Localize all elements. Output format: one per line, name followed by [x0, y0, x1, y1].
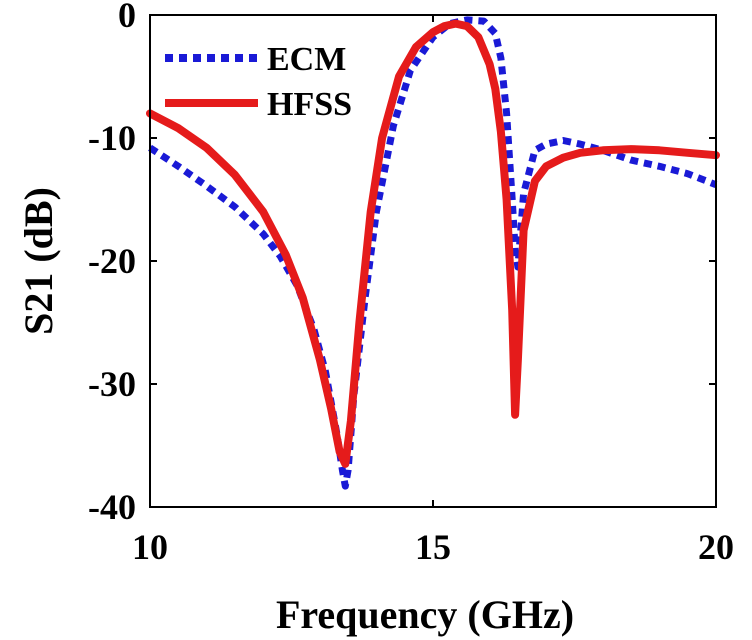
legend: ECM HFSS	[165, 41, 352, 123]
y-tick-label: -10	[88, 118, 136, 158]
x-tick-label: 10	[132, 527, 168, 567]
y-tick-label: -30	[88, 364, 136, 404]
x-axis-label: Frequency (GHz)	[276, 592, 574, 637]
y-tick-label: 0	[118, 0, 136, 35]
series-line-hfss	[146, 19, 720, 468]
x-tick-label: 20	[698, 527, 734, 567]
ticks-layer: 10 15 20 0 -10 -20 -30 -40	[88, 0, 734, 567]
y-tick-label: -40	[88, 487, 136, 527]
y-tick-label: -20	[88, 241, 136, 281]
legend-label-hfss: HFSS	[267, 86, 352, 123]
series-layer	[146, 16, 720, 490]
legend-label-ecm: ECM	[267, 41, 346, 78]
x-tick-label: 15	[415, 527, 451, 567]
y-axis-label: S21 (dB)	[16, 187, 61, 335]
